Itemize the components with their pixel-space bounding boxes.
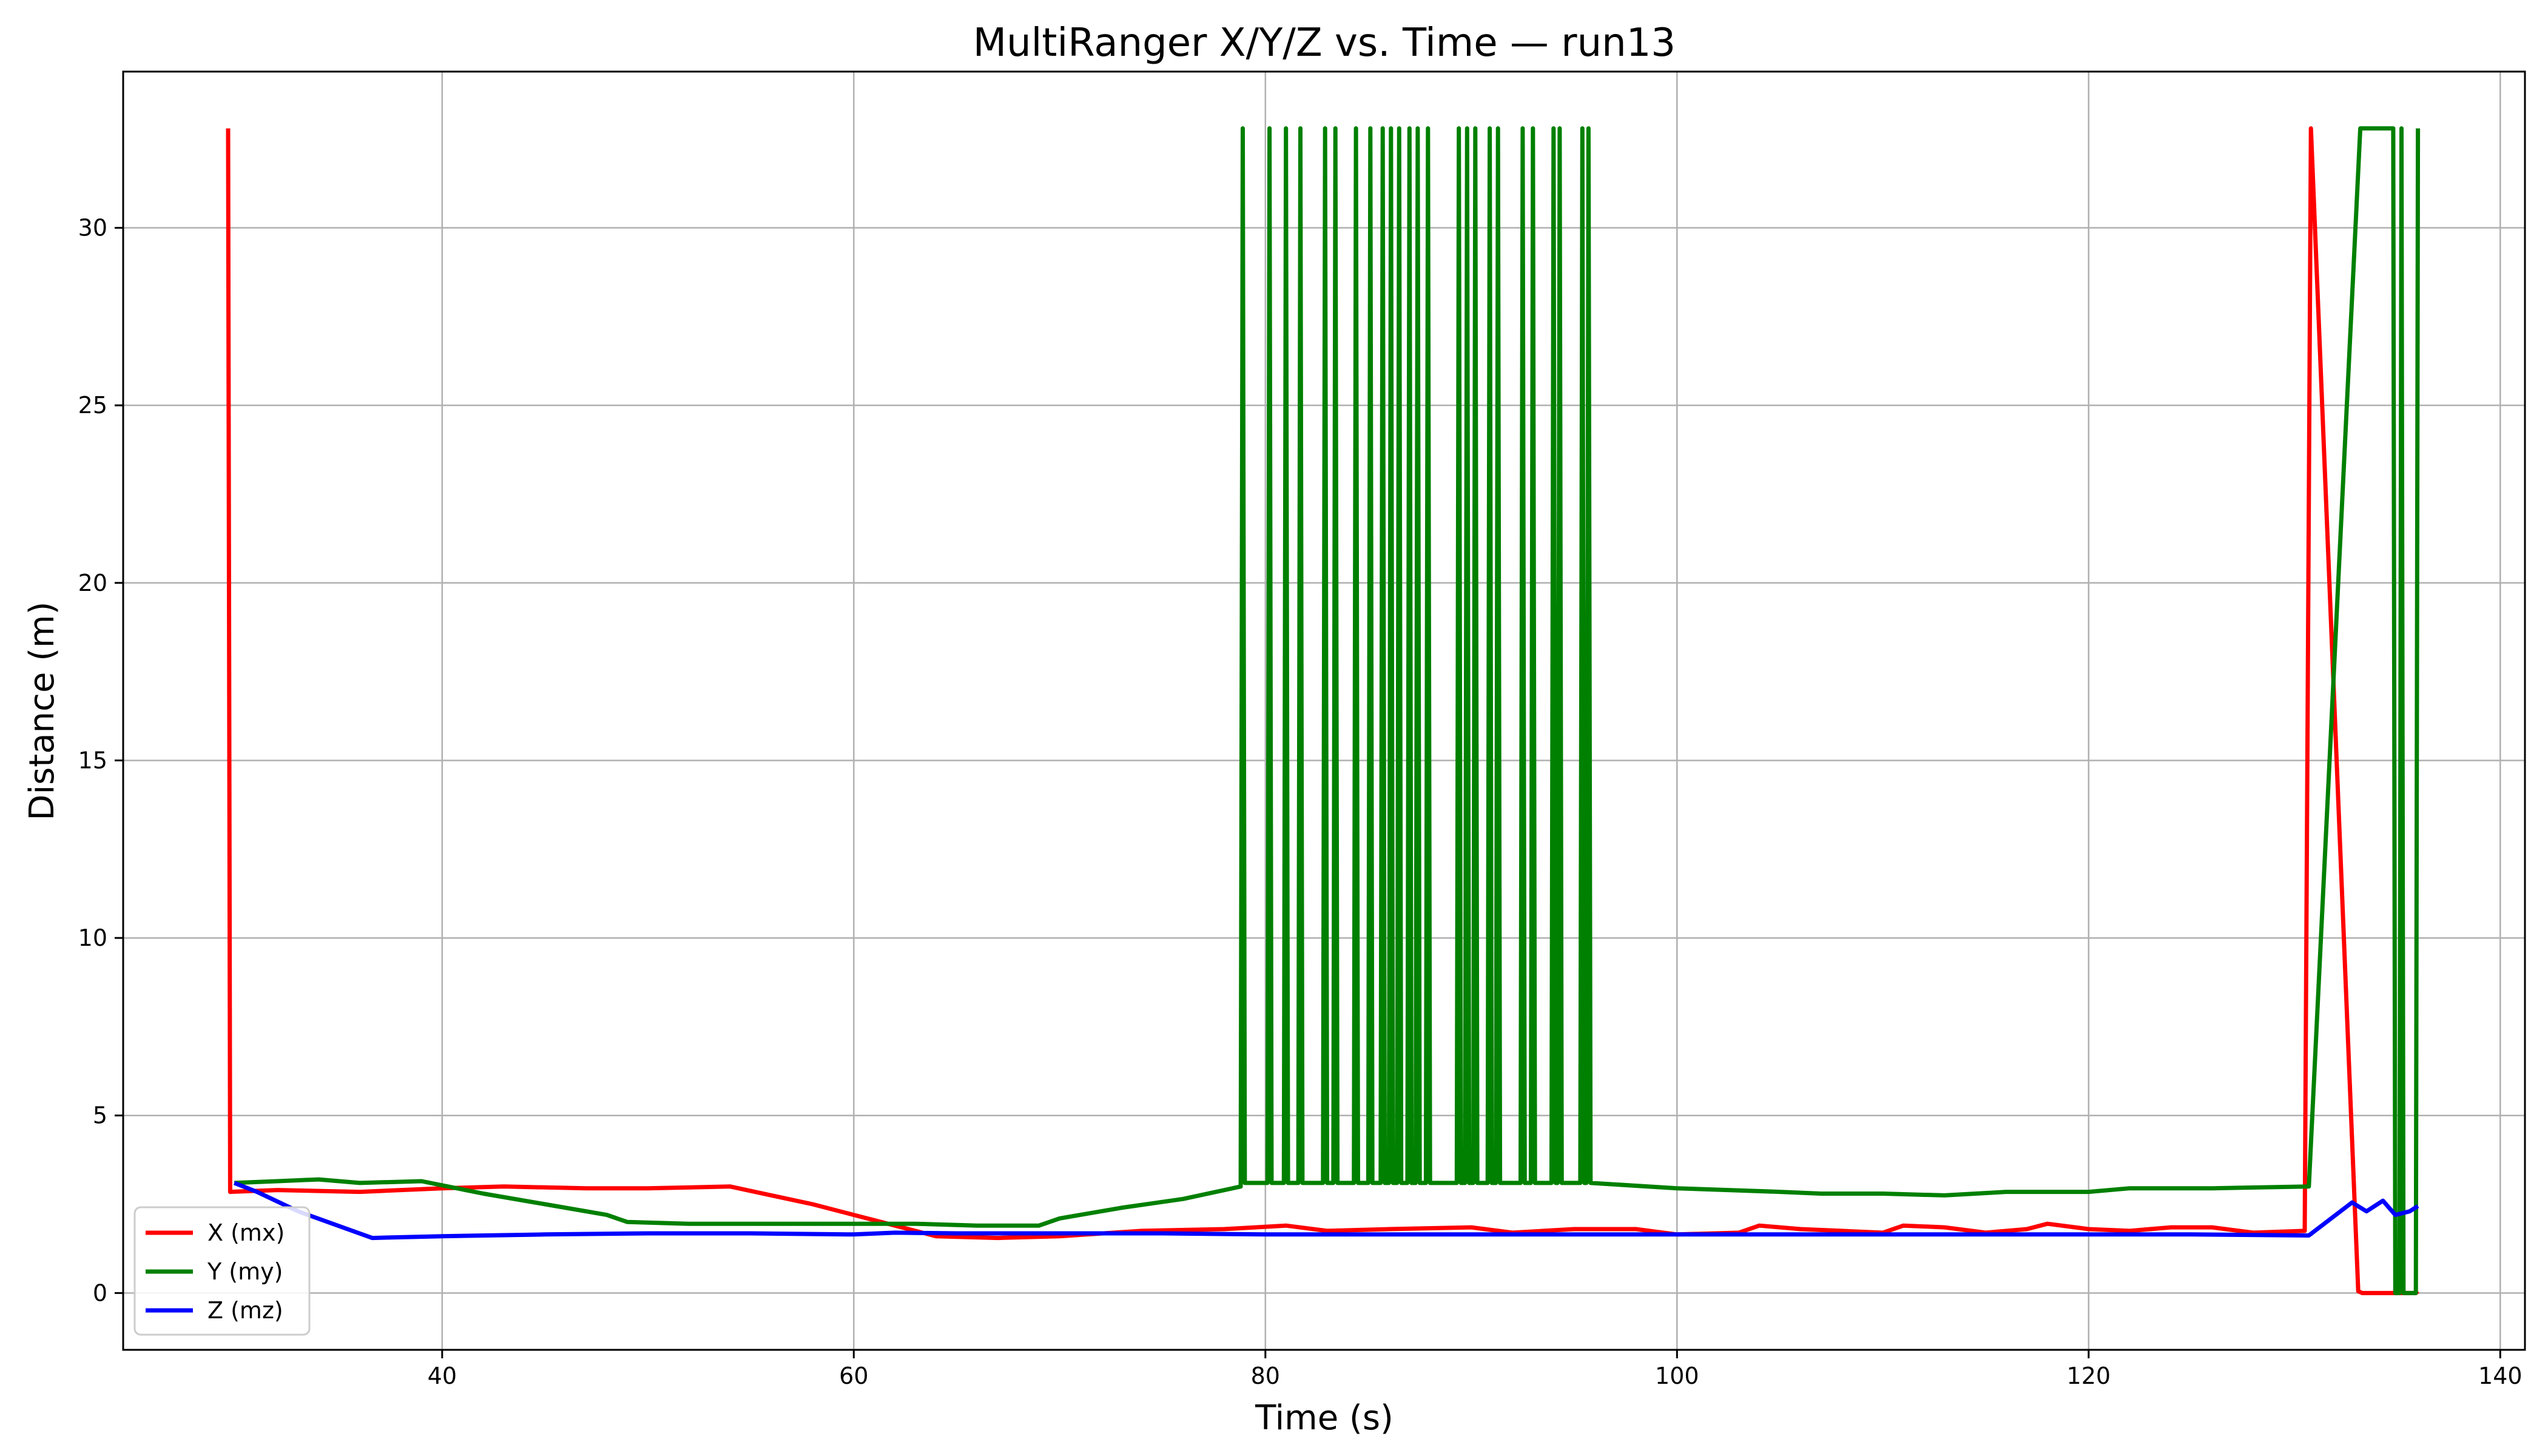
x-tick-label: 40 — [428, 1363, 457, 1389]
plot-area-frame — [122, 70, 2526, 1351]
x-axis-label: Time (s) — [1255, 1398, 1394, 1438]
y-tick-label: 0 — [93, 1279, 107, 1306]
x-tick-label: 100 — [1655, 1363, 1699, 1389]
series-line-x — [226, 126, 2419, 1295]
y-tick-label: 10 — [78, 925, 107, 951]
y-tick-label: 30 — [78, 215, 107, 241]
x-tick-label: 60 — [839, 1363, 868, 1389]
y-tick-label: 15 — [78, 747, 107, 774]
series-line-y — [234, 126, 2421, 1295]
chart-title: MultiRanger X/Y/Z vs. Time — run13 — [973, 21, 1676, 66]
y-tick-label: 20 — [78, 570, 107, 596]
legend-label: Y (my) — [207, 1258, 283, 1285]
series-line-z — [233, 1181, 2419, 1241]
axis-ticks: 40 60 80 100 120 140 0 5 10 15 20 25 30 — [78, 215, 2523, 1389]
y-tick-label: 5 — [93, 1102, 107, 1129]
legend-label: Z (mz) — [207, 1297, 283, 1324]
legend-box — [133, 1206, 311, 1336]
legend: X (mx) Y (my) Z (mz) — [133, 1206, 311, 1336]
series-lines — [226, 126, 2421, 1295]
x-tick-label: 80 — [1251, 1363, 1280, 1389]
x-tick-label: 120 — [2067, 1363, 2111, 1389]
legend-label: X (mx) — [207, 1219, 285, 1246]
y-axis-label: Distance (m) — [22, 602, 62, 821]
x-tick-label: 140 — [2478, 1363, 2523, 1389]
y-tick-label: 25 — [78, 392, 107, 419]
